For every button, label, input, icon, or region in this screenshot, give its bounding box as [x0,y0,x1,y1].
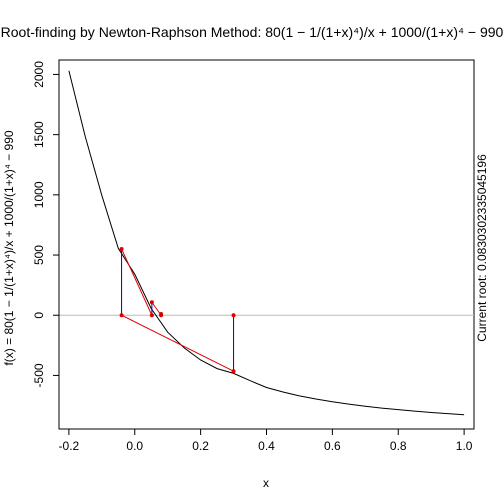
iteration-tangent-segment [121,314,234,372]
iteration-point-curve [159,312,164,317]
iteration-point-axis [119,313,124,318]
function-curve [68,70,465,416]
x-tick-label: 0.8 [390,439,407,453]
y-tick-label: 2000 [32,61,46,88]
plot-area: -0.2 0.0 0.2 0.4 0.6 0.8 1.0 -500 0 500 1000 1500 20… [32,59,475,453]
y-tick-label: 1000 [32,181,46,208]
iteration-point-curve [119,247,124,252]
iteration-point-axis [231,313,236,318]
iteration-point-axis [149,313,154,318]
x-tick-label: 0.4 [258,439,275,453]
y-tick-label: 1500 [32,121,46,148]
y-tick-label: 500 [32,245,46,265]
plot-frame [58,59,475,430]
current-root-label: Current root: 0.0830302335045196 [475,154,489,342]
y-axis-label: f(x) = 80(1 − 1/(1+x)⁴)/x + 1000/(1+x)⁴ … [2,130,16,365]
chart-title: Root-finding by Newton-Raphson Method: 8… [1,24,504,40]
iteration-point-curve [231,369,236,374]
x-tick-label: 0.2 [192,439,209,453]
x-tick-label: 0.0 [126,439,143,453]
x-tick-label: -0.2 [59,439,80,453]
x-axis-label: x [263,476,269,490]
y-tick-label: -500 [32,363,46,387]
y-tick-label: 0 [32,312,46,319]
iteration-point-curve [149,300,154,305]
x-tick-label: 1.0 [456,439,473,453]
x-tick-label: 0.6 [324,439,341,453]
iteration-tangent-segment [121,248,153,316]
